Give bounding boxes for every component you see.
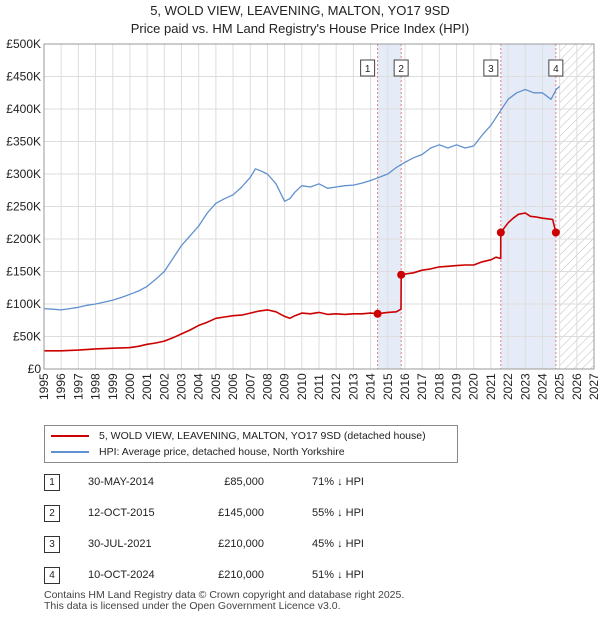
x-tick-label: 2005 [209,373,223,400]
sale-row: 3 30-JUL-2021 £210,000 45% ↓ HPI [44,536,404,554]
y-tick-label: £500K [6,37,41,51]
y-tick-label: £150K [6,265,41,279]
hpi-series-line [43,85,561,311]
sale-point [397,270,406,279]
x-tick-label: 2019 [450,373,464,400]
x-tick-label: 2018 [432,373,446,400]
chart-subtitle: Price paid vs. HM Land Registry's House … [130,21,470,36]
x-tick-label: 2012 [329,373,343,400]
legend-label-hpi: HPI: Average price, detached house, Nort… [99,446,345,458]
y-tick-label: £350K [6,135,41,149]
sale-marker-box [360,59,376,77]
sale-marker-label: 1 [365,64,371,75]
sale-date: 10-OCT-2024 [88,569,155,581]
sale-row: 1 30-MAY-2014 £85,000 71% ↓ HPI [44,474,404,492]
x-tick-label: 2010 [295,373,309,400]
x-tick-label: 2020 [467,373,481,400]
x-tick-label: 2009 [278,373,292,400]
x-tick-label: 2021 [484,373,498,400]
x-tick-label: 1998 [89,373,103,400]
price-chart: 1 2 3 4 £0 £50K £100K £150K £200K £250K £300K £350K… [6,37,600,400]
y-tick-label: £200K [6,232,41,246]
x-tick-label: 2008 [260,373,274,400]
x-tick-label: 2016 [398,373,412,400]
x-tick-label: 2001 [140,373,154,400]
x-tick-label: 1997 [71,373,85,400]
x-tick-label: 1995 [37,373,51,400]
sale-price: £210,000 [218,569,264,581]
sale-price: £85,000 [224,476,264,488]
x-tick-label: 2024 [535,373,549,400]
x-tick-label: 2013 [346,373,360,400]
sale-number-badge: 1 [44,474,60,491]
sale-price: £145,000 [218,507,264,519]
x-tick-label: 2015 [381,373,395,400]
y-tick-label: £300K [6,167,41,181]
sale-marker-label: 2 [398,64,404,75]
y-tick-label: £0 [28,362,42,376]
x-tick-label: 2006 [226,373,240,400]
sale-hpi-delta: 71% ↓ HPI [312,476,364,488]
legend: 5, WOLD VIEW, LEAVENING, MALTON, YO17 9S… [44,425,458,463]
sale-hpi-delta: 45% ↓ HPI [312,538,364,550]
footer-attribution: Contains HM Land Registry data © Crown c… [44,590,404,612]
plot-frame [43,43,595,370]
x-tick-label: 2014 [364,373,378,400]
sale-price: £210,000 [218,538,264,550]
sale-point [373,309,382,318]
sale-date: 30-MAY-2014 [88,476,155,488]
sale-point [496,228,505,237]
x-tick-label: 2000 [123,373,137,400]
sale-marker-box [483,59,499,77]
footer-line-1: Contains HM Land Registry data © Crown c… [44,589,405,601]
chart-title: 5, WOLD VIEW, LEAVENING, MALTON, YO17 9S… [150,3,450,18]
sale-marker-box [393,59,409,77]
sale-number-badge: 2 [44,505,60,522]
x-tick-label: 2026 [570,373,584,400]
x-tick-label: 2025 [553,373,567,400]
x-tick-label: 2007 [243,373,257,400]
sale-date: 12-OCT-2015 [88,507,155,519]
x-tick-label: 1999 [106,373,120,400]
legend-item-property: 5, WOLD VIEW, LEAVENING, MALTON, YO17 9S… [51,429,426,443]
sale-point [551,228,560,237]
sale-marker-label: 3 [488,64,494,75]
sale-date: 30-JUL-2021 [88,538,152,550]
legend-label-property: 5, WOLD VIEW, LEAVENING, MALTON, YO17 9S… [99,430,426,442]
legend-swatch-property [51,435,89,437]
x-tick-label: 2017 [415,373,429,400]
legend-item-hpi: HPI: Average price, detached house, Nort… [51,445,345,459]
x-tick-label: 2022 [501,373,515,400]
sale-marker-box [548,59,564,77]
y-tick-label: £400K [6,102,41,116]
x-tick-label: 2002 [157,373,171,400]
y-tick-label: £50K [13,330,41,344]
y-tick-label: £250K [6,200,41,214]
x-tick-label: 2004 [192,373,206,400]
x-tick-label: 2011 [312,374,326,400]
y-tick-label: £450K [6,70,41,84]
sale-row: 4 10-OCT-2024 £210,000 51% ↓ HPI [44,567,404,585]
sale-marker-label: 4 [553,64,559,75]
x-tick-label: 2027 [587,373,600,400]
y-tick-label: £100K [6,297,41,311]
sale-number-badge: 4 [44,567,60,584]
x-tick-label: 2003 [175,373,189,400]
sale-row: 2 12-OCT-2015 £145,000 55% ↓ HPI [44,505,404,523]
x-tick-label: 2023 [518,373,532,400]
sale-hpi-delta: 51% ↓ HPI [312,569,364,581]
sale-number-badge: 3 [44,536,60,553]
sale-hpi-delta: 55% ↓ HPI [312,507,364,519]
x-tick-label: 1996 [54,373,68,400]
footer-line-2: This data is licensed under the Open Gov… [44,600,341,612]
legend-swatch-hpi [51,451,89,453]
